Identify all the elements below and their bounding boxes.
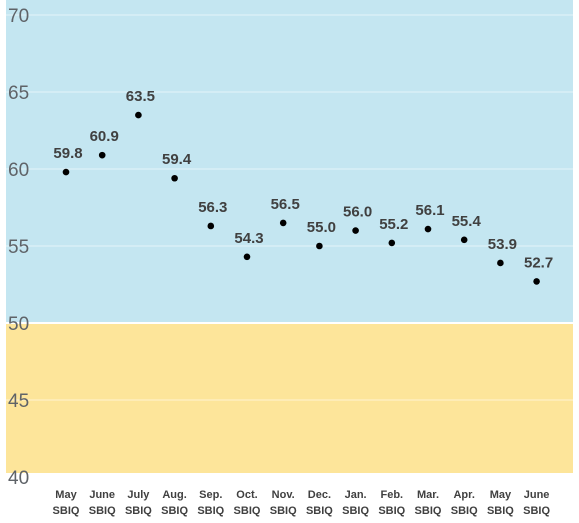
- data-points: [62, 111, 540, 285]
- x-tick-line: SBIQ: [306, 505, 333, 517]
- band-0: [6, 0, 573, 323]
- x-tick-label: June SBIQ: [523, 489, 550, 517]
- x-tick-label: Feb. SBIQ: [378, 489, 405, 517]
- x-tick-line: SBIQ: [415, 505, 442, 517]
- x-tick-line: SBIQ: [89, 505, 116, 517]
- x-tick-label: July SBIQ: [125, 489, 152, 517]
- y-tick-label: 60: [8, 160, 29, 181]
- data-point: [243, 253, 251, 261]
- x-tick-line: Aug.: [162, 489, 186, 501]
- data-point: [424, 225, 432, 233]
- x-tick-label: Oct. SBIQ: [234, 489, 261, 517]
- data-label: 55.2: [379, 216, 408, 233]
- data-label: 55.0: [307, 219, 336, 236]
- x-tick-line: SBIQ: [378, 505, 405, 517]
- data-point: [460, 236, 468, 244]
- x-tick-line: SBIQ: [197, 505, 224, 517]
- x-tick-line: SBIQ: [53, 505, 80, 517]
- x-tick-line: Apr.: [453, 489, 474, 501]
- background-bands: [6, 0, 573, 473]
- data-label: 52.7: [524, 254, 553, 271]
- y-tick-label: 40: [8, 468, 29, 489]
- data-label: 53.9: [488, 236, 517, 253]
- data-point: [533, 278, 540, 285]
- y-tick-label: 55: [8, 237, 29, 258]
- x-tick-line: SBIQ: [451, 505, 478, 517]
- data-point: [352, 227, 359, 234]
- data-point: [98, 151, 106, 159]
- y-axis: 40 45 50 55 60 65 70: [8, 6, 29, 489]
- x-tick-line: Sep.: [199, 489, 222, 501]
- data-labels: 59.8 60.9 63.5 59.4 56.3 54.3 56.5 55.0 56.0 55.2…: [53, 88, 553, 271]
- data-label: 55.4: [452, 213, 482, 230]
- x-tick-label: May SBIQ: [487, 489, 514, 517]
- x-tick-line: Dec.: [308, 489, 331, 501]
- gridlines: [6, 14, 573, 478]
- x-tick-line: Jan.: [345, 489, 367, 501]
- data-point: [171, 174, 178, 182]
- x-tick-line: SBIQ: [487, 505, 514, 517]
- data-label: 59.8: [53, 145, 82, 162]
- y-tick-label: 65: [8, 83, 29, 104]
- data-point: [207, 222, 215, 230]
- data-label: 63.5: [126, 88, 155, 105]
- data-point: [497, 259, 504, 267]
- data-point: [135, 111, 142, 119]
- x-tick-line: SBIQ: [234, 505, 261, 517]
- data-point: [316, 242, 323, 250]
- x-tick-line: SBIQ: [342, 505, 369, 517]
- y-tick-label: 50: [8, 314, 29, 335]
- data-label: 56.3: [198, 199, 227, 216]
- x-tick-line: June: [524, 489, 550, 501]
- x-tick-line: July: [127, 489, 150, 501]
- data-point: [62, 168, 70, 176]
- x-tick-label: Mar. SBIQ: [415, 489, 442, 517]
- data-point: [279, 219, 287, 227]
- y-tick-label: 45: [8, 391, 29, 412]
- x-tick-line: May: [55, 489, 77, 501]
- data-label: 56.1: [415, 202, 444, 219]
- x-tick-line: Mar.: [417, 489, 439, 501]
- x-tick-line: Feb.: [380, 489, 403, 501]
- data-point: [388, 239, 396, 247]
- x-tick-line: SBIQ: [125, 505, 152, 517]
- x-tick-label: Apr. SBIQ: [451, 489, 478, 517]
- y-tick-label: 70: [8, 6, 29, 27]
- x-tick-label: Jan. SBIQ: [342, 489, 369, 517]
- x-tick-label: Nov. SBIQ: [270, 489, 297, 517]
- data-label: 54.3: [234, 230, 263, 247]
- x-tick-label: Aug. SBIQ: [161, 489, 188, 517]
- x-tick-label: May SBIQ: [53, 489, 80, 517]
- x-tick-line: SBIQ: [161, 505, 188, 517]
- data-label: 56.0: [343, 204, 372, 221]
- data-label: 60.9: [90, 128, 119, 145]
- x-tick-line: May: [490, 489, 512, 501]
- data-label: 59.4: [162, 151, 192, 168]
- x-tick-label: Sep. SBIQ: [197, 489, 224, 517]
- data-label: 56.5: [271, 196, 300, 213]
- x-tick-line: Nov.: [272, 489, 295, 501]
- x-tick-label: Dec. SBIQ: [306, 489, 333, 517]
- x-tick-line: June: [89, 489, 115, 501]
- x-tick-line: SBIQ: [523, 505, 550, 517]
- band-1: [6, 323, 573, 473]
- x-tick-line: Oct.: [236, 489, 257, 501]
- x-tick-label: June SBIQ: [89, 489, 116, 517]
- x-tick-line: SBIQ: [270, 505, 297, 517]
